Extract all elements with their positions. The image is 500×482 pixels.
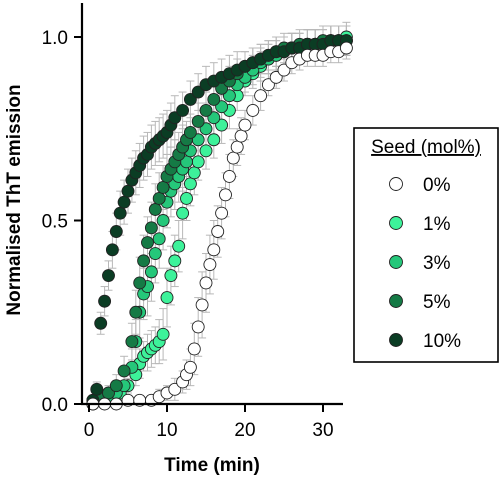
data-point — [160, 291, 174, 305]
data-point — [207, 111, 221, 125]
data-point — [144, 221, 158, 235]
data-point — [191, 85, 205, 99]
data-point — [144, 265, 158, 279]
legend-label: 5% — [423, 292, 451, 313]
data-point — [215, 206, 229, 220]
data-point — [156, 327, 170, 341]
data-point — [215, 118, 229, 132]
data-point — [109, 379, 123, 393]
data-point — [94, 316, 108, 330]
data-point — [121, 184, 135, 198]
data-point — [261, 78, 275, 92]
data-point — [164, 269, 178, 282]
data-point — [172, 239, 186, 253]
legend-marker — [389, 294, 403, 308]
data-point — [183, 92, 197, 106]
data-point — [125, 335, 139, 349]
data-point — [195, 298, 209, 312]
legend-marker — [389, 216, 403, 230]
data-point — [152, 192, 166, 205]
data-point — [148, 247, 162, 260]
data-point — [234, 129, 248, 143]
data-point — [137, 254, 151, 268]
legend-box — [353, 127, 499, 363]
data-point — [191, 114, 205, 128]
legend-label: 3% — [423, 253, 451, 274]
data-point — [183, 360, 197, 374]
legend-marker — [389, 177, 403, 191]
x-tick-label: 10 — [156, 420, 177, 441]
data-point — [102, 269, 115, 282]
x-tick-label: 0 — [84, 420, 95, 441]
data-point — [191, 155, 205, 169]
x-axis-title: Time (min) — [164, 455, 260, 476]
data-point — [152, 232, 166, 246]
y-tick-label: 0.0 — [42, 395, 68, 416]
x-tick-label: 20 — [234, 420, 255, 441]
data-point — [148, 203, 162, 216]
data-point — [222, 89, 236, 103]
data-point — [215, 100, 229, 114]
data-point — [203, 258, 217, 271]
legend-title: Seed (mol%) — [371, 137, 481, 158]
data-point — [133, 276, 147, 290]
x-ticks: 0 10 20 30 — [84, 404, 334, 441]
data-point — [168, 382, 182, 396]
data-point — [187, 166, 201, 180]
legend-items: 0% 1% 3% 5% 10% — [389, 175, 461, 352]
y-ticks: 0.0 0.5 1.0 — [42, 28, 82, 416]
legend-marker — [389, 333, 403, 347]
data-point — [187, 342, 201, 356]
legend-label: 1% — [423, 214, 451, 235]
y-tick-label: 0.5 — [42, 212, 68, 233]
data-point — [176, 103, 190, 117]
data-point — [339, 41, 353, 55]
data-point — [211, 225, 225, 238]
data-point — [219, 188, 232, 202]
data-point — [277, 63, 291, 77]
data-point — [207, 92, 221, 106]
data-point — [183, 125, 197, 139]
legend-label: 0% — [423, 175, 451, 196]
data-point — [117, 364, 131, 378]
data-point — [156, 214, 170, 227]
data-point — [105, 243, 119, 257]
data-point — [222, 170, 236, 183]
data-point — [98, 294, 112, 308]
data-point — [129, 305, 143, 319]
y-axis-title: Normalised ThT emission — [4, 84, 25, 315]
data-point — [117, 195, 131, 209]
data-point — [246, 103, 260, 117]
data-point — [156, 181, 170, 194]
data-point — [168, 254, 182, 268]
legend: Seed (mol%) 0% 1% 3% 5% 10% — [353, 127, 499, 363]
data-point — [168, 111, 182, 125]
legend-marker — [389, 255, 403, 269]
legend-label: 10% — [423, 331, 461, 352]
x-tick-label: 30 — [312, 420, 333, 441]
data-point — [269, 70, 283, 84]
data-point — [238, 118, 252, 132]
data-point — [141, 236, 154, 249]
data-point — [191, 320, 205, 334]
data-point — [113, 206, 127, 220]
data-point — [199, 276, 213, 290]
data-point — [109, 225, 123, 238]
data-point — [226, 151, 240, 165]
data-point — [180, 192, 193, 205]
data-point — [90, 382, 104, 396]
data-point — [183, 177, 197, 191]
data-point — [230, 140, 244, 154]
data-point — [176, 206, 190, 220]
data-points — [86, 30, 353, 411]
data-point — [199, 144, 213, 158]
data-point — [207, 243, 221, 257]
y-tick-label: 1.0 — [42, 28, 68, 49]
data-point — [199, 122, 213, 136]
data-point — [254, 89, 268, 103]
data-point — [199, 103, 213, 117]
data-point — [207, 133, 221, 147]
